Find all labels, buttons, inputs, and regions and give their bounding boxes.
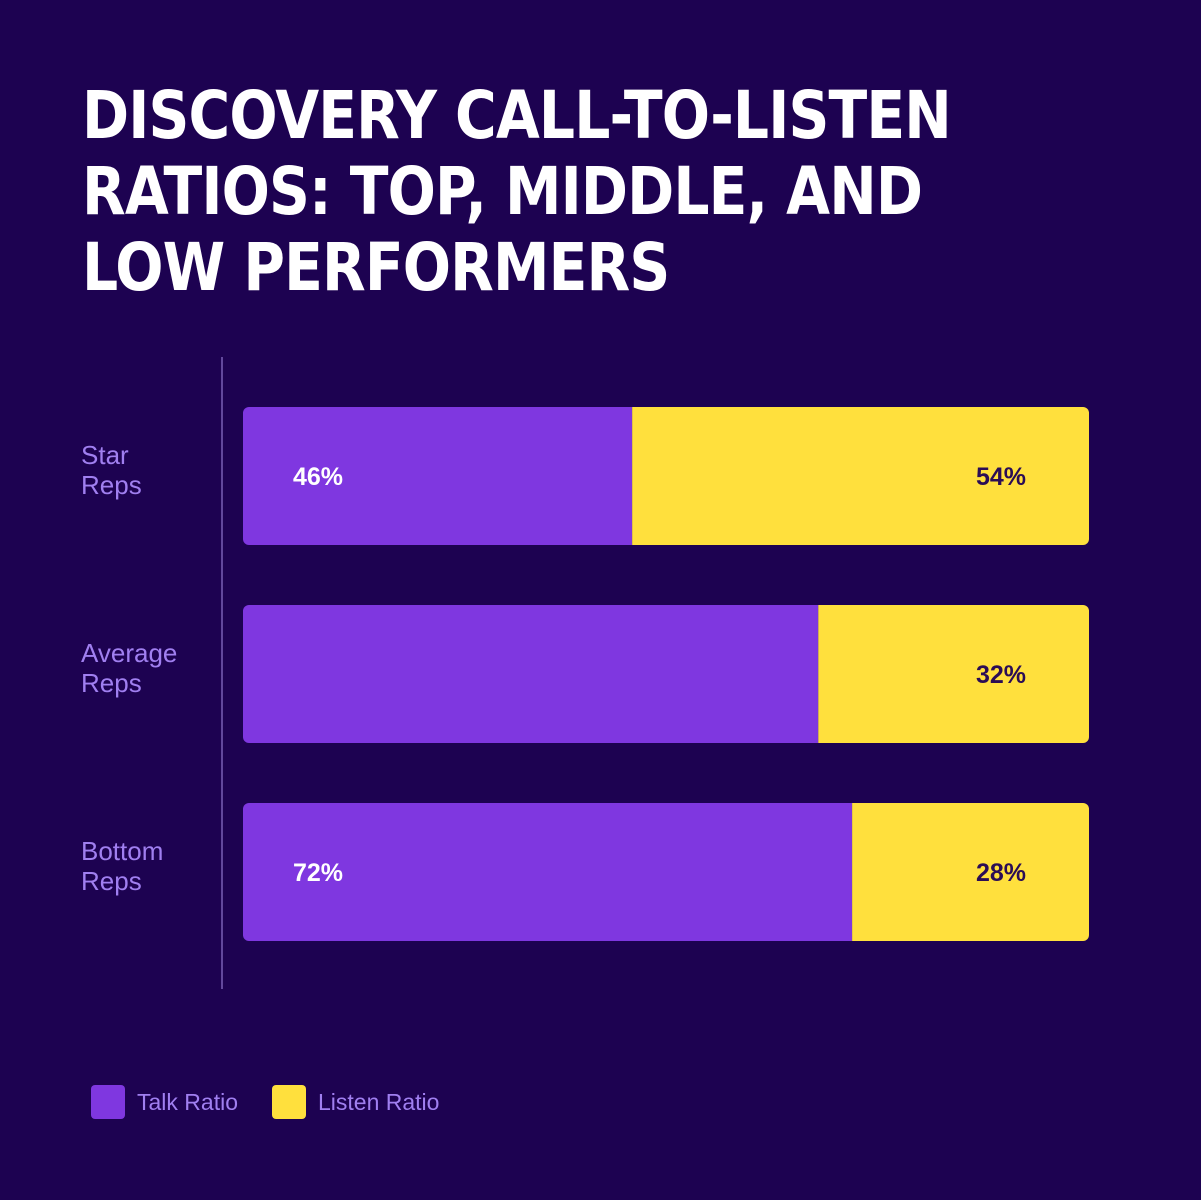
bar-star-reps-talk-ratio <box>243 407 633 545</box>
bar-bottom-reps-talk-ratio <box>243 803 853 941</box>
legend-swatch-talk-ratio <box>91 1085 125 1119</box>
data-label-bottom-reps-listen-ratio: 28% <box>976 859 1026 887</box>
legend: Talk Ratio Listen Ratio <box>91 1085 473 1119</box>
category-label-star-reps: Star Reps <box>81 440 142 500</box>
bar-average-reps-listen-ratio <box>818 605 1089 743</box>
legend-label-listen-ratio: Listen Ratio <box>317 1088 440 1115</box>
bar-average-reps-talk-ratio <box>243 605 819 743</box>
legend-label-talk-ratio: Talk Ratio <box>137 1088 238 1115</box>
legend-item-talk-ratio: Talk Ratio <box>91 1085 238 1119</box>
bar-star-reps-listen-ratio <box>632 407 1089 545</box>
bar-bottom-reps-listen-ratio <box>852 803 1089 941</box>
category-label-bottom-reps: Bottom Reps <box>81 836 163 896</box>
chart-title: DISCOVERY CALL-TO-LISTEN RATIOS: TOP, MI… <box>82 77 952 306</box>
data-label-star-reps-listen-ratio: 54% <box>976 463 1026 491</box>
legend-item-listen-ratio: Listen Ratio <box>271 1085 440 1119</box>
legend-swatch-listen-ratio <box>271 1085 306 1119</box>
data-label-average-reps-listen-ratio: 32% <box>976 661 1026 689</box>
data-label-star-reps-talk-ratio: 46% <box>293 463 343 491</box>
category-label-average-reps: Average Reps <box>81 638 177 698</box>
data-label-bottom-reps-talk-ratio: 72% <box>293 859 343 887</box>
